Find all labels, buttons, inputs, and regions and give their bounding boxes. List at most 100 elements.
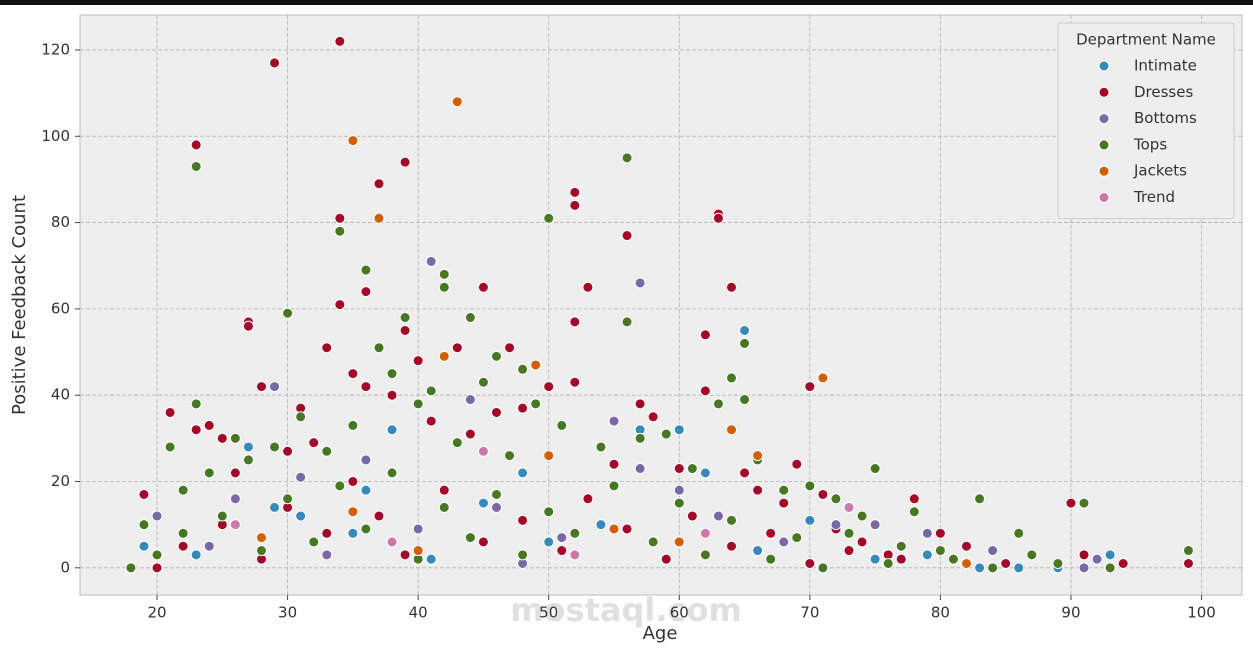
point [517, 402, 529, 414]
point [412, 545, 424, 557]
legend-marker [1098, 86, 1110, 98]
watermark: mostaql.com [510, 591, 742, 629]
point [177, 527, 189, 539]
x-tick-label: 30 [278, 604, 297, 622]
point [255, 381, 267, 393]
point [908, 493, 920, 505]
point [477, 497, 489, 509]
point [203, 467, 215, 479]
point [778, 497, 790, 509]
point [334, 212, 346, 224]
point [699, 467, 711, 479]
point [1052, 557, 1064, 569]
point [438, 484, 450, 496]
point [451, 342, 463, 354]
point [321, 445, 333, 457]
point [190, 424, 202, 436]
point [647, 536, 659, 548]
point [216, 510, 228, 522]
point [360, 264, 372, 276]
point [242, 441, 254, 453]
point [438, 268, 450, 280]
point [282, 307, 294, 319]
point [464, 394, 476, 406]
point [569, 186, 581, 198]
point [1182, 545, 1194, 557]
y-tick-label: 40 [51, 386, 70, 404]
point [1091, 553, 1103, 565]
point [712, 212, 724, 224]
point [895, 540, 907, 552]
point [295, 510, 307, 522]
point [543, 212, 555, 224]
point [765, 553, 777, 565]
point [190, 160, 202, 172]
point [138, 540, 150, 552]
point [621, 523, 633, 535]
point [621, 230, 633, 242]
point [778, 484, 790, 496]
point [517, 549, 529, 561]
point [1013, 562, 1025, 574]
y-tick-label: 100 [41, 127, 70, 145]
point [726, 424, 738, 436]
point [1013, 527, 1025, 539]
point [699, 329, 711, 341]
point [373, 178, 385, 190]
point [517, 467, 529, 479]
point [974, 493, 986, 505]
point [621, 316, 633, 328]
point [1182, 557, 1194, 569]
point [295, 411, 307, 423]
y-tick-label: 80 [51, 213, 70, 231]
point [399, 156, 411, 168]
point [778, 536, 790, 548]
point [634, 432, 646, 444]
point [830, 519, 842, 531]
point [804, 514, 816, 526]
point [556, 419, 568, 431]
point [399, 549, 411, 561]
point [151, 510, 163, 522]
point [569, 527, 581, 539]
point [556, 532, 568, 544]
point [869, 463, 881, 475]
point [673, 463, 685, 475]
point [843, 501, 855, 513]
point [752, 545, 764, 557]
point [399, 312, 411, 324]
legend-marker [1098, 113, 1110, 125]
point [464, 532, 476, 544]
point [190, 398, 202, 410]
x-axis-label: Age [643, 623, 678, 644]
point [504, 342, 516, 354]
point [543, 536, 555, 548]
point [282, 493, 294, 505]
point [1078, 562, 1090, 574]
point [490, 350, 502, 362]
point [726, 514, 738, 526]
x-tick-label: 80 [931, 604, 950, 622]
point [712, 510, 724, 522]
point [582, 493, 594, 505]
point [334, 35, 346, 47]
top-bar [0, 0, 1253, 5]
point [517, 514, 529, 526]
point [347, 135, 359, 147]
point [987, 562, 999, 574]
point [660, 428, 672, 440]
point [817, 562, 829, 574]
point [869, 519, 881, 531]
legend-label: Trend [1133, 188, 1175, 206]
point [1065, 497, 1077, 509]
legend: Department Name Intimate Dresses Bottoms Top… [1057, 22, 1235, 220]
point [869, 553, 881, 565]
point [595, 519, 607, 531]
y-tick-label: 20 [51, 472, 70, 490]
x-tick-label: 60 [670, 604, 689, 622]
point [477, 536, 489, 548]
point [373, 342, 385, 354]
point [673, 424, 685, 436]
point [438, 501, 450, 513]
point [477, 445, 489, 457]
